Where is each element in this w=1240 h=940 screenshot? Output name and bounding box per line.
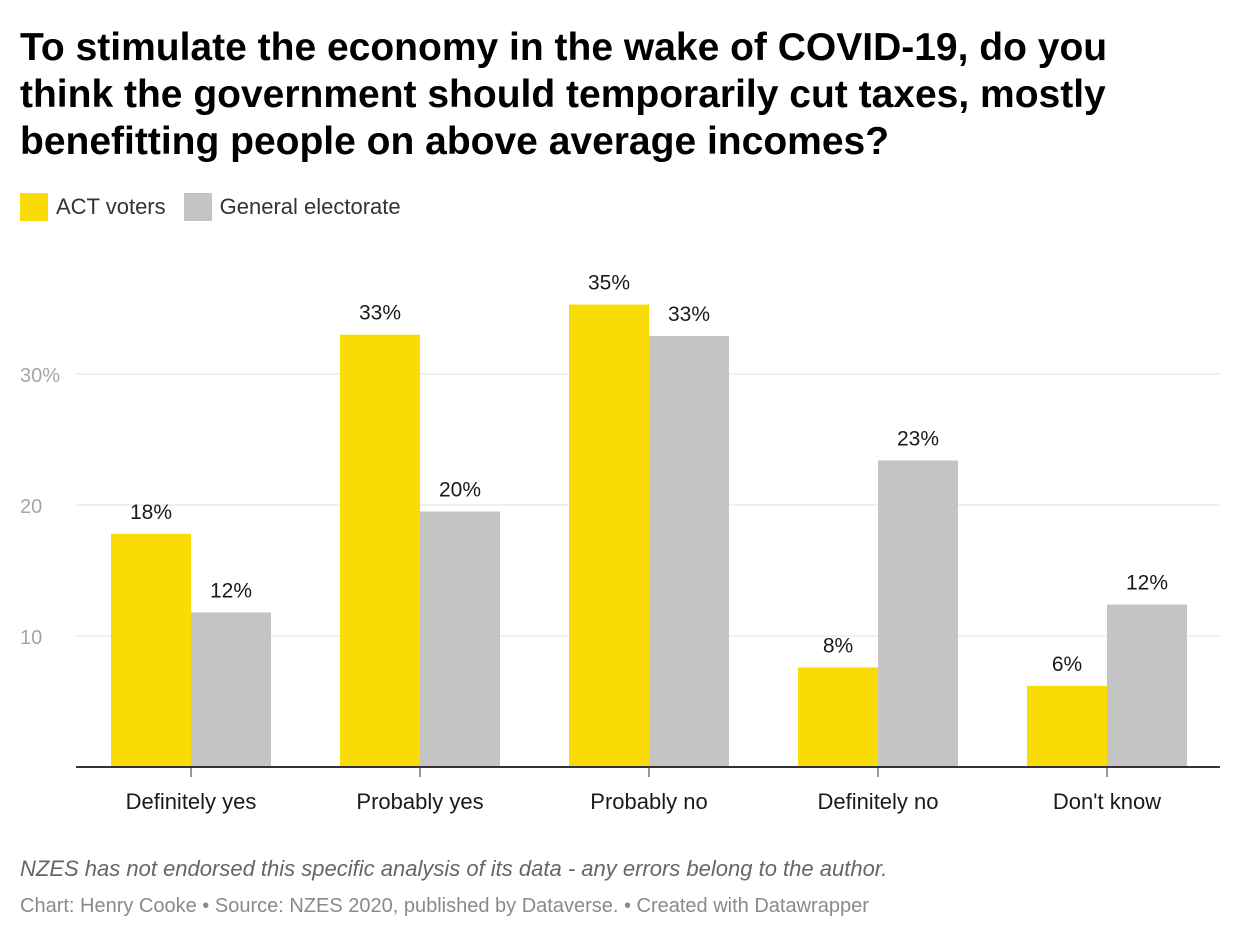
y-tick-label: 10 xyxy=(20,627,42,649)
data-label: 23% xyxy=(897,427,939,450)
legend-swatch-act-voters xyxy=(20,193,48,221)
bar-act-voters xyxy=(798,667,878,767)
bar-act-voters xyxy=(340,334,420,767)
x-axis: Definitely yes Probably yes Probably no Def… xyxy=(76,766,1220,814)
bar-act-voters xyxy=(111,533,191,767)
bars xyxy=(111,304,1187,767)
chart-note: NZES has not endorsed this specific anal… xyxy=(20,856,888,881)
data-label: 33% xyxy=(359,302,401,325)
data-label: 20% xyxy=(439,479,481,502)
legend-swatch-general-electorate xyxy=(183,193,212,221)
x-tick-label: Definitely no xyxy=(817,789,938,814)
bar-act-voters xyxy=(569,304,649,767)
legend-label-general-electorate: General electorate xyxy=(219,194,401,219)
data-label: 35% xyxy=(588,272,630,295)
y-tick-label: 30% xyxy=(20,365,60,387)
bar-chart: 10 20 30% 18% 12% 33% 20% 35% 33% 8% 23% 6% 12% Def… xyxy=(20,272,1220,814)
data-label: 12% xyxy=(1126,572,1168,595)
bar-general-electorate xyxy=(878,460,958,767)
data-label: 18% xyxy=(130,501,172,524)
legend-item-act-voters: ACT voters xyxy=(20,193,166,221)
bar-general-electorate xyxy=(191,612,271,767)
bar-act-voters xyxy=(1027,685,1107,767)
x-tick-label: Probably no xyxy=(590,789,707,814)
data-label: 8% xyxy=(823,634,853,657)
x-tick-label: Definitely yes xyxy=(126,789,257,814)
data-label: 12% xyxy=(210,579,252,602)
x-tick-label: Probably yes xyxy=(356,789,483,814)
data-label: 6% xyxy=(1052,653,1082,676)
legend: ACT voters General electorate xyxy=(20,192,419,222)
bar-general-electorate xyxy=(1107,604,1187,767)
data-label: 33% xyxy=(668,303,710,326)
bar-general-electorate xyxy=(649,336,729,767)
y-tick-label: 20 xyxy=(20,496,42,518)
chart-title: To stimulate the economy in the wake of … xyxy=(20,26,1108,163)
legend-label-act-voters: ACT voters xyxy=(56,194,166,219)
legend-item-general-electorate: General electorate xyxy=(183,193,401,221)
x-tick-label: Don't know xyxy=(1053,789,1161,814)
bar-general-electorate xyxy=(420,511,500,767)
chart-footer: Chart: Henry Cooke • Source: NZES 2020, … xyxy=(20,895,869,917)
data-labels: 18% 12% 33% 20% 35% 33% 8% 23% 6% 12% xyxy=(130,272,1168,676)
